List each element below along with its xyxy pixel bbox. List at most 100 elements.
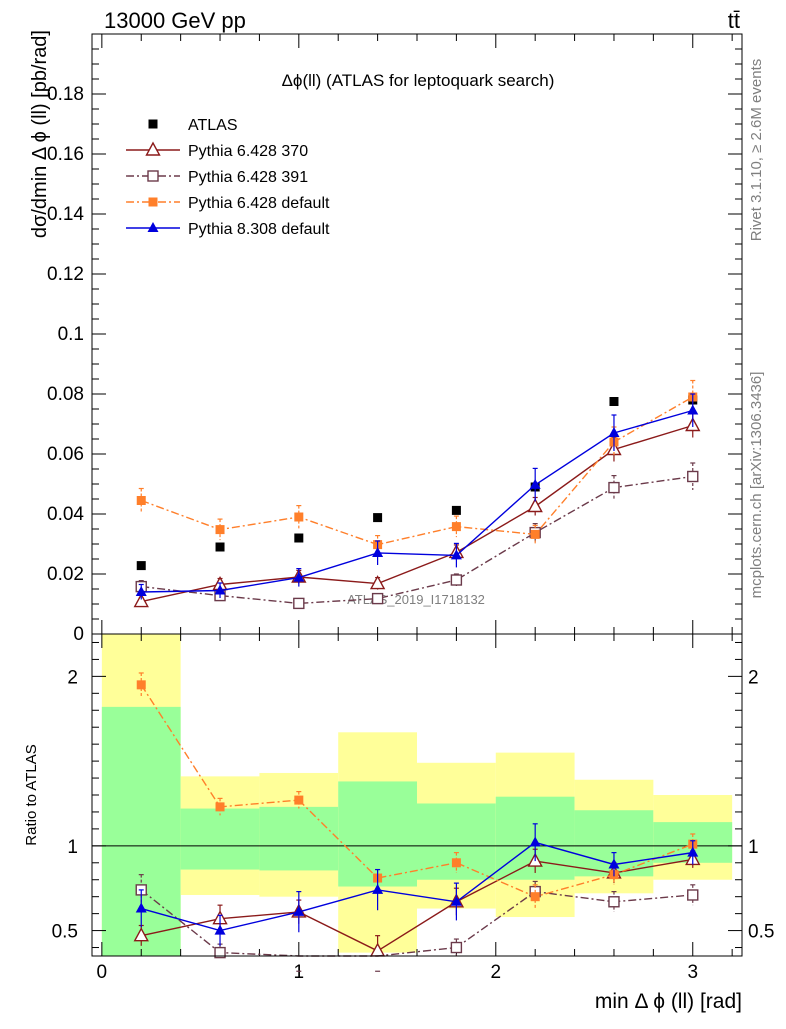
legend-entry: ATLAS <box>148 117 238 134</box>
x-tick-label: 0 <box>97 962 108 983</box>
ratio-y-tick-label-right: 1 <box>748 837 759 858</box>
ratio-data-point <box>294 795 304 805</box>
main-data-point <box>450 574 463 586</box>
legend-marker <box>148 119 158 129</box>
main-data-point <box>136 496 146 505</box>
main-data-point <box>133 593 149 608</box>
ratio-data-point <box>293 905 305 916</box>
main-data-point <box>135 586 147 596</box>
main-data-point <box>451 505 461 515</box>
main-data-point <box>214 584 226 595</box>
legend-label: Pythia 6.428 370 <box>188 143 308 160</box>
ratio-y-tick-label: 1 <box>67 837 78 858</box>
process-label: 13000 GeV pp <box>104 8 246 33</box>
ratio-data-point <box>608 896 620 908</box>
main-series-line <box>140 396 694 546</box>
ratio-y-tick-label: 2 <box>67 667 78 688</box>
ratio-series-line <box>141 858 693 952</box>
main-data-point <box>529 478 541 489</box>
legend-marker <box>147 222 159 232</box>
main-series-4 <box>135 393 699 600</box>
legend-marker <box>147 170 159 182</box>
main-series-line <box>141 409 693 593</box>
main-series-line <box>141 424 693 603</box>
main-data-point <box>215 542 225 552</box>
legend-entry: Pythia 8.308 default <box>126 221 330 238</box>
main-plot-title: Δϕ(ll) (ATLAS for leptoquark search) <box>282 71 555 90</box>
y-tick-label: 0.14 <box>47 204 84 225</box>
ratio-series-line <box>140 684 694 898</box>
y-tick-label: 0.1 <box>58 324 84 345</box>
main-data-point <box>450 549 462 560</box>
main-data-point <box>371 592 384 605</box>
ratio-y-tick-label-right: 2 <box>748 667 759 688</box>
ratio-data-point <box>136 680 146 690</box>
y-tick-label: 0 <box>73 624 84 645</box>
ratio-plot-frame <box>91 633 743 957</box>
ratio-data-point <box>450 895 462 906</box>
y-tick-label: 0.08 <box>47 384 84 405</box>
y-tick-label: 0.12 <box>47 264 84 285</box>
main-data-point <box>687 404 699 415</box>
main-data-point <box>530 529 540 539</box>
ratio-data-point <box>529 836 541 847</box>
main-data-point <box>372 547 384 557</box>
ratio-y-tick-label-right: 0.5 <box>748 922 774 943</box>
legend-label: Pythia 6.428 391 <box>188 169 308 186</box>
main-series-3 <box>136 379 698 554</box>
legend-entry: Pythia 6.428 391 <box>126 169 308 186</box>
legend: ATLAS Pythia 6.428 370 Pythia 6.428 391 Pyt… <box>126 117 330 238</box>
ratio-data-point <box>214 946 226 959</box>
ratio-series-line <box>141 841 693 932</box>
ratio-y-tick-label: 0.5 <box>52 922 78 943</box>
ratio-plot-ticks: 0.5 0.5 1 1 2 2 0 1 2 3 <box>52 634 774 983</box>
legend-entry: Pythia 6.428 370 <box>126 141 308 160</box>
rivet-label: Rivet 3.1.10, ≥ 2.6M events <box>748 59 765 242</box>
y-tick-label: 0.02 <box>47 564 84 585</box>
main-data-point <box>293 597 305 610</box>
main-data-point <box>608 427 620 437</box>
ratio-data-point <box>214 924 226 935</box>
ratio-plot-bands <box>92 634 742 956</box>
main-data-point <box>687 470 699 483</box>
mcplots-label: mcplots.cern.ch [arXiv:1306.3436] <box>748 372 765 599</box>
ratio-data-point <box>530 892 540 902</box>
channel-label: tt̄ <box>728 8 740 33</box>
main-data-point <box>369 575 386 590</box>
main-data-point <box>373 513 383 523</box>
main-plot-ticks: 0 0.02 0.04 0.06 0.08 0.1 0.12 0.14 0.16 0.18 <box>47 33 742 645</box>
ratio-data-point <box>372 883 384 894</box>
ratio-series-3 <box>135 823 699 946</box>
legend-marker <box>145 141 161 156</box>
main-data-point <box>527 498 543 513</box>
ratio-data-point <box>608 858 620 869</box>
legend-entry: Pythia 6.428 default <box>126 195 330 212</box>
ratio-y-axis-label: Ratio to ATLAS <box>23 744 40 845</box>
ratio-data-point <box>135 902 147 913</box>
green-band <box>180 808 260 870</box>
main-data-point <box>451 522 461 532</box>
green-band <box>259 806 339 871</box>
ratio-data-point <box>451 858 461 868</box>
main-series-line <box>141 475 693 605</box>
ratio-data-point <box>687 846 699 857</box>
legend-label: Pythia 8.308 default <box>188 221 330 238</box>
ratio-data-point <box>450 941 463 954</box>
main-plot-data <box>133 379 701 610</box>
legend-label: Pythia 6.428 default <box>188 195 330 212</box>
x-tick-label: 3 <box>687 962 698 983</box>
legend-label: ATLAS <box>188 117 238 134</box>
ratio-data-point <box>687 889 699 901</box>
main-data-point <box>136 561 146 571</box>
main-y-axis-label: dσ/dmin Δ ϕ (ll) [pb/rad] <box>29 30 51 238</box>
y-tick-label: 0.16 <box>47 144 84 165</box>
ratio-series-line <box>140 889 693 957</box>
x-tick-label: 1 <box>294 962 305 983</box>
x-tick-label: 2 <box>490 962 501 983</box>
x-axis-label: min Δ ϕ (ll) [rad] <box>595 990 742 1013</box>
y-tick-label: 0.04 <box>47 504 84 525</box>
legend-marker <box>148 197 158 207</box>
main-data-point <box>293 571 305 582</box>
y-tick-label: 0.06 <box>47 444 84 465</box>
